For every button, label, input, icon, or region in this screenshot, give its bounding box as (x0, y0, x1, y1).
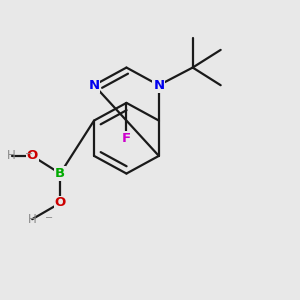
Text: −: − (46, 213, 54, 223)
Text: N: N (88, 79, 100, 92)
Text: B: B (55, 167, 65, 180)
Text: N: N (153, 79, 164, 92)
Text: H: H (28, 213, 37, 226)
Text: −: − (25, 149, 33, 159)
Text: O: O (55, 196, 66, 209)
Text: H: H (7, 149, 16, 162)
Text: O: O (27, 149, 38, 162)
Text: F: F (122, 132, 131, 145)
